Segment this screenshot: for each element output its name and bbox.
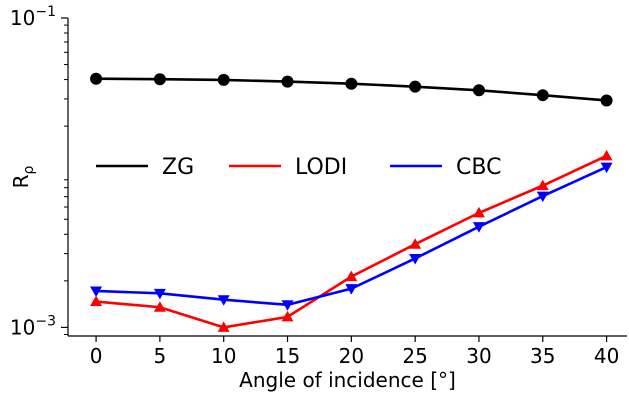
data-point	[472, 84, 485, 97]
data-point	[153, 288, 166, 300]
legend-label: ZG	[162, 155, 194, 180]
data-point	[345, 77, 358, 90]
series-lodi	[90, 149, 613, 332]
data-point	[281, 300, 294, 311]
data-point	[217, 73, 230, 86]
series-line	[96, 165, 608, 307]
data-point	[153, 73, 166, 86]
x-tick-label: 30	[466, 344, 491, 368]
data-point	[472, 206, 485, 218]
x-tick-label: 0	[90, 344, 103, 368]
series-zg	[90, 72, 613, 107]
y-tick-label: 10−1	[10, 4, 56, 30]
data-point	[600, 149, 613, 161]
data-point	[409, 80, 422, 93]
data-point	[600, 94, 613, 107]
x-tick-label: 15	[275, 344, 300, 368]
x-tick-label: 20	[339, 344, 364, 368]
series-line	[95, 154, 608, 329]
y-tick-label: 10−3	[10, 313, 56, 339]
axes: 0 5 10 15 20 25 30 35 40 10−1 10−3	[10, 4, 627, 368]
data-point	[345, 284, 358, 295]
series-cbc	[90, 162, 613, 311]
data-point	[90, 72, 103, 85]
data-point	[536, 191, 549, 203]
series-layer	[90, 72, 613, 332]
data-point	[600, 162, 613, 174]
y-axis-label: Rρ	[9, 165, 37, 188]
x-tick-label: 25	[402, 344, 427, 368]
legend: ZG LODI CBC	[96, 155, 501, 180]
data-point	[472, 222, 485, 233]
x-axis-label: Angle of incidence [°]	[239, 368, 456, 392]
data-point	[153, 301, 166, 312]
data-point	[536, 89, 549, 102]
data-point	[536, 179, 549, 191]
legend-label: CBC	[456, 155, 501, 180]
x-tick-label: 40	[594, 344, 619, 368]
data-point	[90, 295, 103, 307]
x-tick-label: 10	[211, 344, 236, 368]
legend-label: LODI	[295, 155, 347, 180]
data-point	[217, 321, 230, 332]
data-point	[409, 238, 422, 249]
data-point	[281, 75, 294, 88]
data-point	[217, 295, 230, 306]
x-tick-label: 35	[530, 344, 555, 368]
data-point	[281, 310, 294, 322]
x-tick-label: 5	[154, 344, 167, 368]
data-point	[345, 270, 358, 282]
data-point	[90, 286, 103, 297]
data-point	[409, 253, 422, 265]
